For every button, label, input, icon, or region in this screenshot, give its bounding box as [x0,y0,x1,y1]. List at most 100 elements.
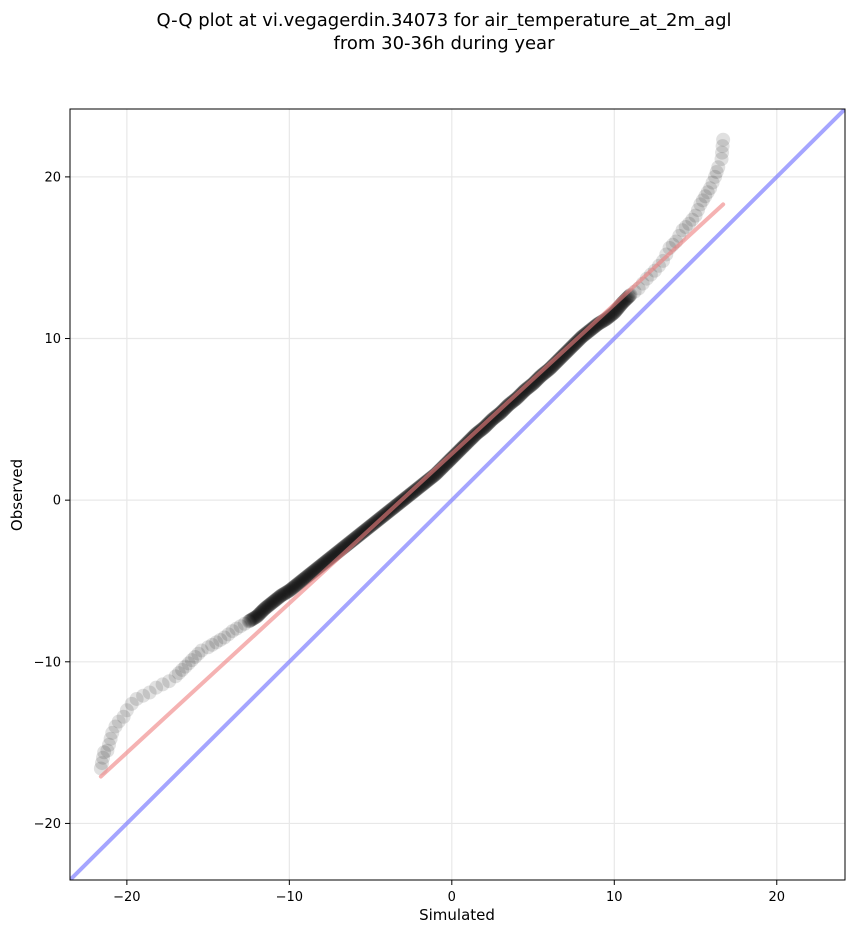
quantile-point [567,337,582,352]
quantile-point [244,612,259,627]
x-tick-label: 0 [448,890,456,905]
quantile-point [557,346,572,361]
quantile-point [475,421,490,436]
y-tick-label: 10 [44,332,61,347]
quantile-point [500,399,515,414]
quantile-point [460,435,475,450]
quantile-point [289,577,304,592]
quantile-point [233,619,248,634]
quantile-point [579,326,594,341]
quantile-point [474,422,489,437]
quantile-point [493,405,508,420]
quantile-point [578,326,593,341]
identity-line [70,109,845,880]
y-axis-label: Observed [8,459,26,531]
quantile-point [451,444,466,459]
quantile-point [559,345,574,360]
quantile-point [458,437,473,452]
quantile-point [266,594,281,609]
quantile-point [581,324,596,339]
quantile-point [410,481,425,496]
quantile-point [250,608,265,623]
quantile-point [272,589,287,604]
quantile-point [119,703,134,718]
quantile-point [457,438,472,453]
quantile-point [287,579,302,594]
quantile-point [293,574,308,589]
quantile-point [282,583,297,598]
quantile-point [259,600,274,615]
quantile-point [205,637,220,652]
quantile-point [690,203,705,218]
quantile-point [242,613,257,628]
quantile-point [562,342,577,357]
quantile-point [715,145,730,160]
quantile-point [489,409,504,424]
quantile-point [498,400,513,415]
quantile-point [259,599,274,614]
quantile-point [505,394,520,409]
quantile-point [495,404,510,419]
quantile-point [100,743,115,758]
quantile-point [452,443,467,458]
quantile-point [708,169,723,184]
quantile-point [647,263,662,278]
quantile-point [299,569,314,584]
quantile-point [257,601,272,616]
quantile-point [491,407,506,422]
quantile-point [221,627,236,642]
quantile-point [678,219,693,234]
quantile-point [291,576,306,591]
quantile-point [475,422,490,437]
quantile-point [506,394,521,409]
quantile-point [352,528,367,543]
quantile-point [247,610,262,625]
chart-title-line-2: from 30-36h during year [334,33,556,54]
quantile-point [586,320,601,335]
quantile-point [456,439,471,454]
quantile-point [356,524,371,539]
quantile-point [556,348,571,363]
quantile-point [283,583,298,598]
quantile-point [503,396,518,411]
quantile-point [486,411,501,426]
quantile-point [171,666,186,681]
quantile-point [584,321,599,336]
quantile-point [355,525,370,540]
quantile-point [461,434,476,449]
quantile-point [243,613,258,628]
quantile-point [517,383,532,398]
quantile-point [252,607,267,622]
quantile-point [96,750,111,765]
quantile-point [517,383,532,398]
quantile-point [178,659,193,674]
quantile-point [286,580,301,595]
quantile-point [415,477,430,492]
quantile-point [255,603,270,618]
quantile-point [290,577,305,592]
quantile-point [103,731,118,746]
quantile-point [675,223,690,238]
y-tick-label: 0 [53,494,61,509]
quantile-point [410,481,425,496]
quantile-point [252,606,267,621]
quantile-point [357,523,372,538]
quantile-point [497,401,512,416]
quantile-point [175,662,190,677]
quantile-point [477,420,492,435]
quantile-point [412,480,427,495]
quantile-point [251,608,266,623]
quantile-point [411,480,426,495]
quantile-point [688,208,703,223]
quantile-point [295,572,310,587]
quantile-point [448,447,463,462]
quantile-point [354,526,369,541]
quantile-point [280,584,295,599]
quantile-point [264,596,279,611]
quantile-point [307,563,322,578]
quantile-point [249,609,264,624]
y-axis-ticks: −20 −10 0 10 20 [34,170,70,832]
quantile-point [254,605,269,620]
quantile-point [454,441,469,456]
